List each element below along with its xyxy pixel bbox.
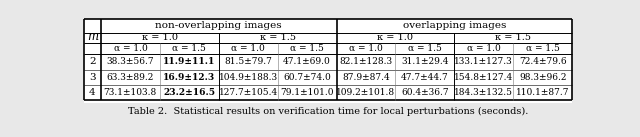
Text: overlapping images: overlapping images (403, 21, 506, 30)
Text: 16.9±12.3: 16.9±12.3 (163, 73, 216, 82)
Text: α = 1.5: α = 1.5 (525, 44, 559, 53)
Text: 79.1±101.0: 79.1±101.0 (280, 88, 334, 97)
Text: α = 1.5: α = 1.5 (172, 44, 206, 53)
Text: 47.1±69.0: 47.1±69.0 (284, 57, 331, 66)
Text: 2: 2 (89, 57, 96, 66)
Text: α = 1.0: α = 1.0 (231, 44, 265, 53)
Text: 38.3±56.7: 38.3±56.7 (107, 57, 154, 66)
Text: 81.5±79.7: 81.5±79.7 (224, 57, 272, 66)
Text: κ = 1.5: κ = 1.5 (495, 34, 531, 42)
Text: Table 2.  Statistical results on verification time for local perturbations (seco: Table 2. Statistical results on verifica… (128, 107, 528, 116)
Text: α = 1.0: α = 1.0 (349, 44, 383, 53)
Text: 110.1±87.7: 110.1±87.7 (516, 88, 570, 97)
Text: 184.3±132.5: 184.3±132.5 (454, 88, 513, 97)
Text: 60.7±74.0: 60.7±74.0 (284, 73, 331, 82)
Text: 127.7±105.4: 127.7±105.4 (218, 88, 278, 97)
Text: 31.1±29.4: 31.1±29.4 (401, 57, 449, 66)
Text: 72.4±79.6: 72.4±79.6 (519, 57, 566, 66)
Text: 154.8±127.4: 154.8±127.4 (454, 73, 513, 82)
Text: 87.9±87.4: 87.9±87.4 (342, 73, 390, 82)
Text: α = 1.0: α = 1.0 (113, 44, 147, 53)
Text: α = 1.0: α = 1.0 (467, 44, 500, 53)
Text: 82.1±128.3: 82.1±128.3 (339, 57, 392, 66)
Text: 47.7±44.7: 47.7±44.7 (401, 73, 449, 82)
Bar (84, 19, 572, 103)
Text: 104.9±188.3: 104.9±188.3 (219, 73, 278, 82)
Text: m: m (87, 30, 98, 43)
Text: κ = 1.0: κ = 1.0 (378, 34, 413, 42)
Text: 11.9±11.1: 11.9±11.1 (163, 57, 216, 66)
Text: 60.4±36.7: 60.4±36.7 (401, 88, 449, 97)
Text: non-overlapping images: non-overlapping images (156, 21, 282, 30)
Text: κ = 1.0: κ = 1.0 (142, 34, 178, 42)
Text: κ = 1.5: κ = 1.5 (260, 34, 296, 42)
Text: 73.1±103.8: 73.1±103.8 (104, 88, 157, 97)
Text: 109.2±101.8: 109.2±101.8 (337, 88, 396, 97)
Text: α = 1.5: α = 1.5 (290, 44, 324, 53)
Text: 63.3±89.2: 63.3±89.2 (107, 73, 154, 82)
Text: 3: 3 (89, 73, 96, 82)
Text: 23.2±16.5: 23.2±16.5 (163, 88, 215, 97)
Text: 98.3±96.2: 98.3±96.2 (519, 73, 566, 82)
Text: 133.1±127.3: 133.1±127.3 (454, 57, 513, 66)
Text: α = 1.5: α = 1.5 (408, 44, 442, 53)
Text: 4: 4 (89, 88, 96, 97)
